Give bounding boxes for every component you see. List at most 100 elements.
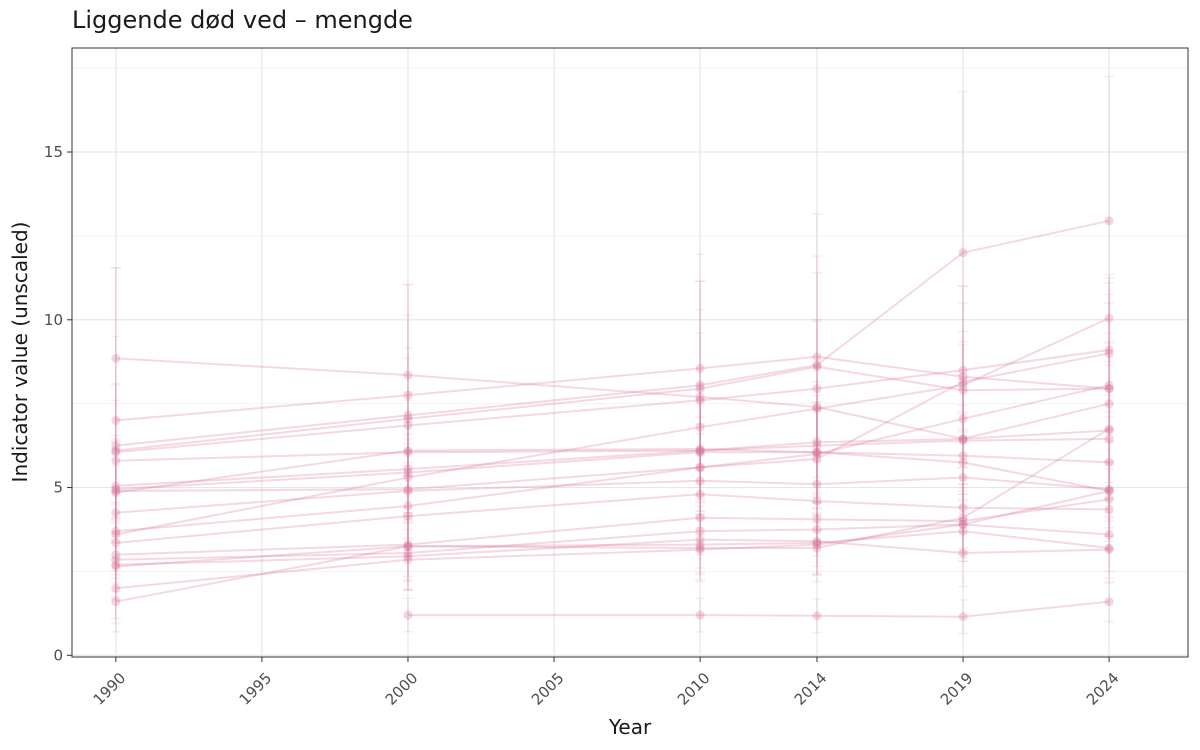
- y-tick-label: 5: [53, 479, 63, 497]
- data-point: [111, 550, 121, 560]
- series-lines: [115, 219, 1110, 618]
- data-point: [111, 508, 121, 518]
- data-point: [111, 488, 121, 498]
- data-point: [812, 540, 822, 550]
- data-point: [695, 545, 705, 555]
- series-line: [115, 538, 1110, 566]
- data-point: [1104, 484, 1114, 494]
- data-point: [1104, 486, 1114, 496]
- series-line: [115, 493, 1110, 544]
- data-point: [812, 384, 822, 394]
- data-point: [1104, 384, 1114, 394]
- data-point: [111, 441, 121, 451]
- data-point: [1104, 434, 1114, 444]
- data-point: [403, 541, 413, 551]
- data-point: [695, 395, 705, 405]
- data-point: [111, 597, 121, 607]
- error-bars: [110, 75, 1115, 635]
- data-point: [111, 447, 121, 457]
- x-tick-label: 2010: [674, 669, 714, 709]
- series-line: [115, 402, 1110, 462]
- data-point: [111, 538, 121, 548]
- x-tick-label: 1990: [90, 669, 130, 709]
- data-point: [403, 555, 413, 565]
- data-point: [403, 484, 413, 494]
- data-point: [812, 496, 822, 506]
- data-point: [958, 365, 968, 375]
- data-point: [1104, 530, 1114, 540]
- data-point: [111, 481, 121, 491]
- data-point: [695, 447, 705, 457]
- data-point: [695, 535, 705, 545]
- data-points: [111, 216, 1114, 622]
- data-point: [111, 530, 121, 540]
- data-point: [1104, 345, 1114, 355]
- data-point: [403, 464, 413, 474]
- data-point: [403, 540, 413, 550]
- x-tick-label: 2014: [791, 669, 831, 709]
- data-point: [958, 434, 968, 444]
- plot-border: [71, 47, 1189, 658]
- series-line: [115, 427, 1110, 568]
- series-line: [115, 355, 1110, 422]
- data-point: [958, 457, 968, 467]
- data-point: [812, 449, 822, 459]
- data-point: [958, 519, 968, 529]
- data-point: [958, 612, 968, 622]
- series-line: [115, 437, 1110, 487]
- data-point: [403, 541, 413, 551]
- y-tick-label: 10: [44, 311, 63, 329]
- data-point: [1104, 380, 1114, 390]
- data-point: [812, 611, 822, 621]
- data-point: [111, 486, 121, 496]
- y-tick-label: 0: [53, 646, 63, 664]
- data-point: [1104, 597, 1114, 607]
- data-point: [958, 526, 968, 536]
- data-point: [111, 561, 121, 571]
- data-point: [958, 434, 968, 444]
- data-point: [812, 402, 822, 412]
- series-line: [115, 530, 1110, 603]
- data-point: [111, 446, 121, 456]
- data-point: [812, 441, 822, 451]
- data-point: [812, 538, 822, 548]
- data-point: [695, 489, 705, 499]
- data-point: [403, 472, 413, 482]
- x-tick-label: 2024: [1083, 669, 1123, 709]
- series-line: [115, 384, 1110, 533]
- data-point: [403, 390, 413, 400]
- data-point: [403, 511, 413, 521]
- data-point: [695, 543, 705, 553]
- chart-title: Liggende død ved – mengde: [72, 6, 413, 34]
- data-point: [695, 462, 705, 472]
- data-point: [1104, 399, 1114, 409]
- series-line: [408, 600, 1110, 618]
- data-point: [403, 548, 413, 558]
- data-point: [111, 415, 121, 425]
- data-point: [111, 526, 121, 536]
- series-line: [115, 476, 1110, 514]
- data-point: [958, 516, 968, 526]
- data-point: [1104, 424, 1114, 434]
- data-point: [812, 404, 822, 414]
- data-point: [695, 392, 705, 402]
- data-point: [958, 503, 968, 513]
- data-point: [403, 370, 413, 380]
- data-point: [403, 420, 413, 430]
- data-point: [695, 526, 705, 536]
- series-line: [115, 352, 1110, 492]
- data-point: [403, 410, 413, 420]
- data-point: [1104, 545, 1114, 555]
- data-point: [1104, 216, 1114, 226]
- data-point: [812, 447, 822, 457]
- data-point: [403, 414, 413, 424]
- data-point: [812, 543, 822, 553]
- data-point: [695, 363, 705, 373]
- data-point: [812, 479, 822, 489]
- data-point: [958, 248, 968, 258]
- data-point: [812, 536, 822, 546]
- data-point: [695, 444, 705, 454]
- data-point: [111, 456, 121, 466]
- data-point: [1104, 486, 1114, 496]
